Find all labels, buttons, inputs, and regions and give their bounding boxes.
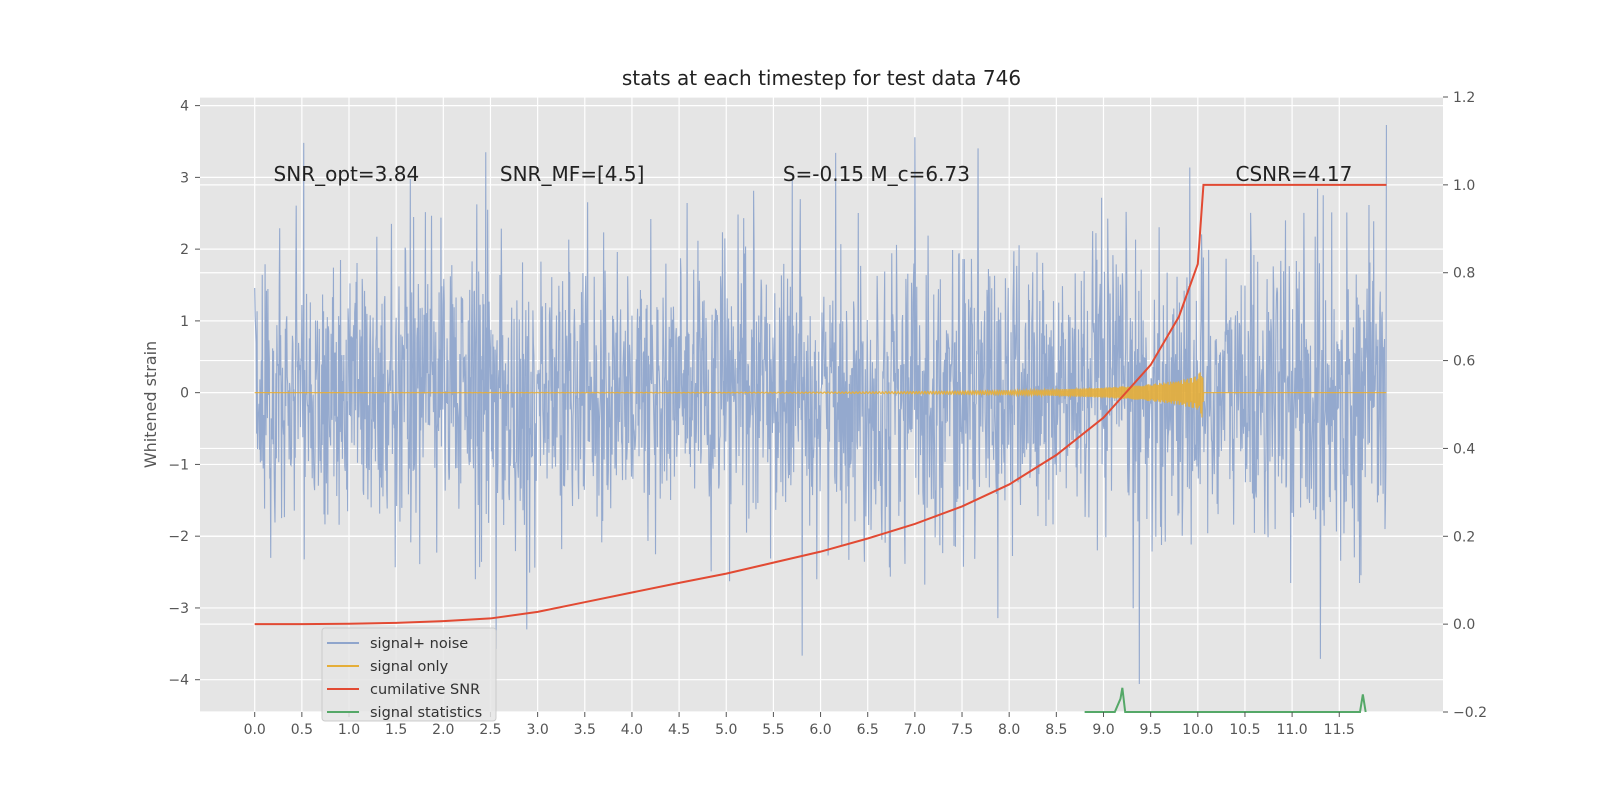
y-right-tick-label: 0.8 [1453,266,1475,282]
x-axis-ticks: 0.0 0.5 1.0 1.5 2.0 2.5 3.0 3.5 4.0 4.5 5.0 5.5 6.0 6… [244,712,1355,738]
annotation-text: S=-0.15 M_c=6.73 [783,162,970,186]
y-right-tick-label: 1.0 [1453,178,1475,194]
cumulative-snr-line [254,183,1387,626]
y-axis-ticks: −4 −3 −2 −1 0 1 2 3 4 [168,99,200,689]
x-tick-label: 5.0 [715,722,737,738]
legend-label: cumilative SNR [370,682,480,698]
y-tick-label: 4 [180,99,189,115]
y-tick-label: −3 [168,601,189,617]
x-tick-label: 4.0 [621,722,643,738]
x-tick-label: 3.5 [574,722,596,738]
y-tick-label: −2 [168,529,189,545]
x-tick-label: 11.0 [1277,722,1308,738]
x-tick-label: 7.0 [904,722,926,738]
x-tick-label: 10.0 [1182,722,1213,738]
y-right-tick-label: 1.2 [1453,90,1475,106]
x-tick-label: 9.0 [1092,722,1114,738]
y-right-tick-label: 0.6 [1453,354,1475,370]
y-right-tick-label: 0.0 [1453,617,1475,633]
series-cumulative-snr [254,183,1387,626]
legend-label: signal statistics [370,705,482,721]
x-tick-label: 0.5 [291,722,313,738]
legend-box [321,627,497,722]
annotation-text: SNR_opt=3.84 [274,162,420,186]
y-right-tick-label: 0.4 [1453,441,1475,457]
y-right-tick-label: 0.2 [1453,529,1475,545]
x-tick-label: 1.0 [338,722,360,738]
chart-title: stats at each timestep for test data 746 [622,66,1021,90]
x-tick-label: 0.0 [244,722,266,738]
legend-label: signal only [370,659,449,675]
y-tick-label: 2 [180,242,189,258]
x-tick-label: 7.5 [951,722,973,738]
annotation-text: CSNR=4.17 [1236,162,1353,186]
x-tick-label: 6.0 [809,722,831,738]
annotation-text: SNR_MF=[4.5] [500,162,644,186]
legend-label: signal+ noise [370,636,468,652]
legend: signal+ noise signal only cumilative SNR si… [321,627,497,722]
x-tick-label: 9.5 [1140,722,1162,738]
signal-statistics-line [1084,687,1367,713]
y-tick-label: −1 [168,457,189,473]
signal-only-line [254,372,1387,418]
x-tick-label: 4.5 [668,722,690,738]
x-tick-label: 2.5 [479,722,501,738]
x-tick-label: 8.0 [998,722,1020,738]
x-tick-label: 6.5 [857,722,879,738]
chart-annotations: SNR_opt=3.84 SNR_MF=[4.5] S=-0.15 M_c=6.73… [274,162,1353,186]
y-right-tick-label: −0.2 [1453,705,1487,721]
x-tick-label: 11.5 [1324,722,1355,738]
x-tick-label: 2.0 [432,722,454,738]
x-tick-label: 5.5 [762,722,784,738]
y-tick-label: 1 [180,314,189,330]
y-axis-label: Whitened strain [141,341,160,468]
y-right-axis-ticks: −0.2 0.0 0.2 0.4 0.6 0.8 1.0 1.2 [1443,90,1487,721]
x-tick-label: 3.0 [526,722,548,738]
y-tick-label: 0 [180,386,189,402]
x-tick-label: 10.5 [1229,722,1260,738]
y-tick-label: −4 [168,673,189,689]
y-tick-label: 3 [180,170,189,186]
x-tick-label: 1.5 [385,722,407,738]
x-tick-label: 8.5 [1045,722,1067,738]
series-signal-statistics [1084,687,1367,713]
series-signal-only [254,372,1387,418]
